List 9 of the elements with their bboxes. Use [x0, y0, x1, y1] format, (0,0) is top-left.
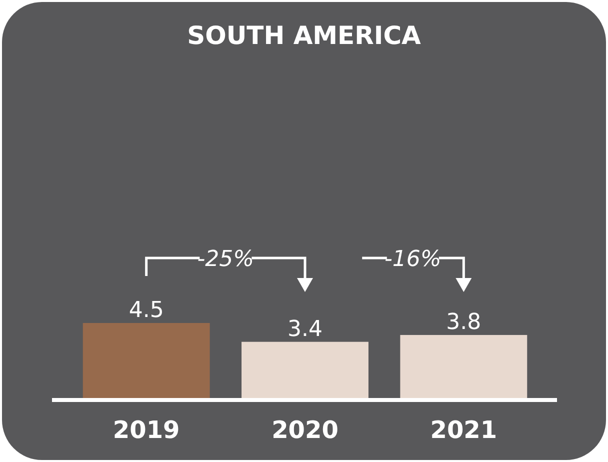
text: -16% [384, 247, 442, 272]
chart-title: SOUTH AMERICA [187, 21, 422, 50]
text: -25% [197, 247, 254, 272]
x-tick-label: 2019 [112, 416, 180, 444]
data-label: 4.5 [128, 298, 164, 323]
x-tick-label: 2021 [430, 416, 498, 444]
data-label: 3.4 [288, 316, 322, 342]
x-tick-label: 2020 [272, 416, 338, 444]
data-label: 3.8 [446, 310, 482, 335]
